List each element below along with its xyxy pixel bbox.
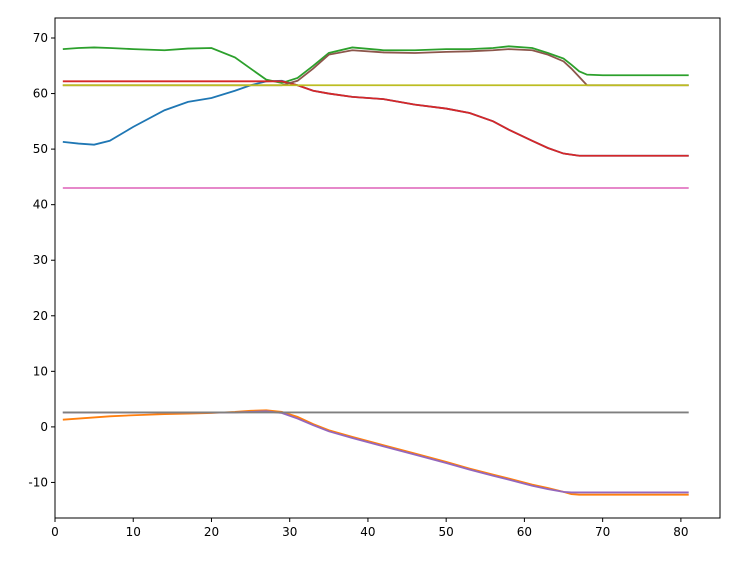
x-tick-label: 80 xyxy=(673,525,688,539)
x-tick-label: 10 xyxy=(126,525,141,539)
series-line xyxy=(62,409,689,496)
x-tick-label: 50 xyxy=(439,525,454,539)
x-tick-label: 0 xyxy=(51,525,59,539)
y-tick-label: 50 xyxy=(33,142,48,156)
y-tick-label: 0 xyxy=(40,420,48,434)
x-tick-label: 70 xyxy=(595,525,610,539)
x-tick-label: 60 xyxy=(517,525,532,539)
series-line xyxy=(62,48,689,87)
series-line xyxy=(62,45,689,84)
series-line xyxy=(62,79,689,157)
y-tick-label: 70 xyxy=(33,31,48,45)
y-tick-label: 10 xyxy=(33,364,48,378)
y-tick-label: 30 xyxy=(33,253,48,267)
y-tick-label: 40 xyxy=(33,198,48,212)
x-tick-label: 30 xyxy=(282,525,297,539)
series-line xyxy=(62,80,689,157)
plot-frame xyxy=(54,17,721,519)
y-tick-label: 20 xyxy=(33,309,48,323)
x-tick-label: 40 xyxy=(360,525,375,539)
y-tick-label: -10 xyxy=(28,475,48,489)
y-tick-label: 60 xyxy=(33,87,48,101)
series-line xyxy=(62,410,689,494)
x-tick-label: 20 xyxy=(204,525,219,539)
